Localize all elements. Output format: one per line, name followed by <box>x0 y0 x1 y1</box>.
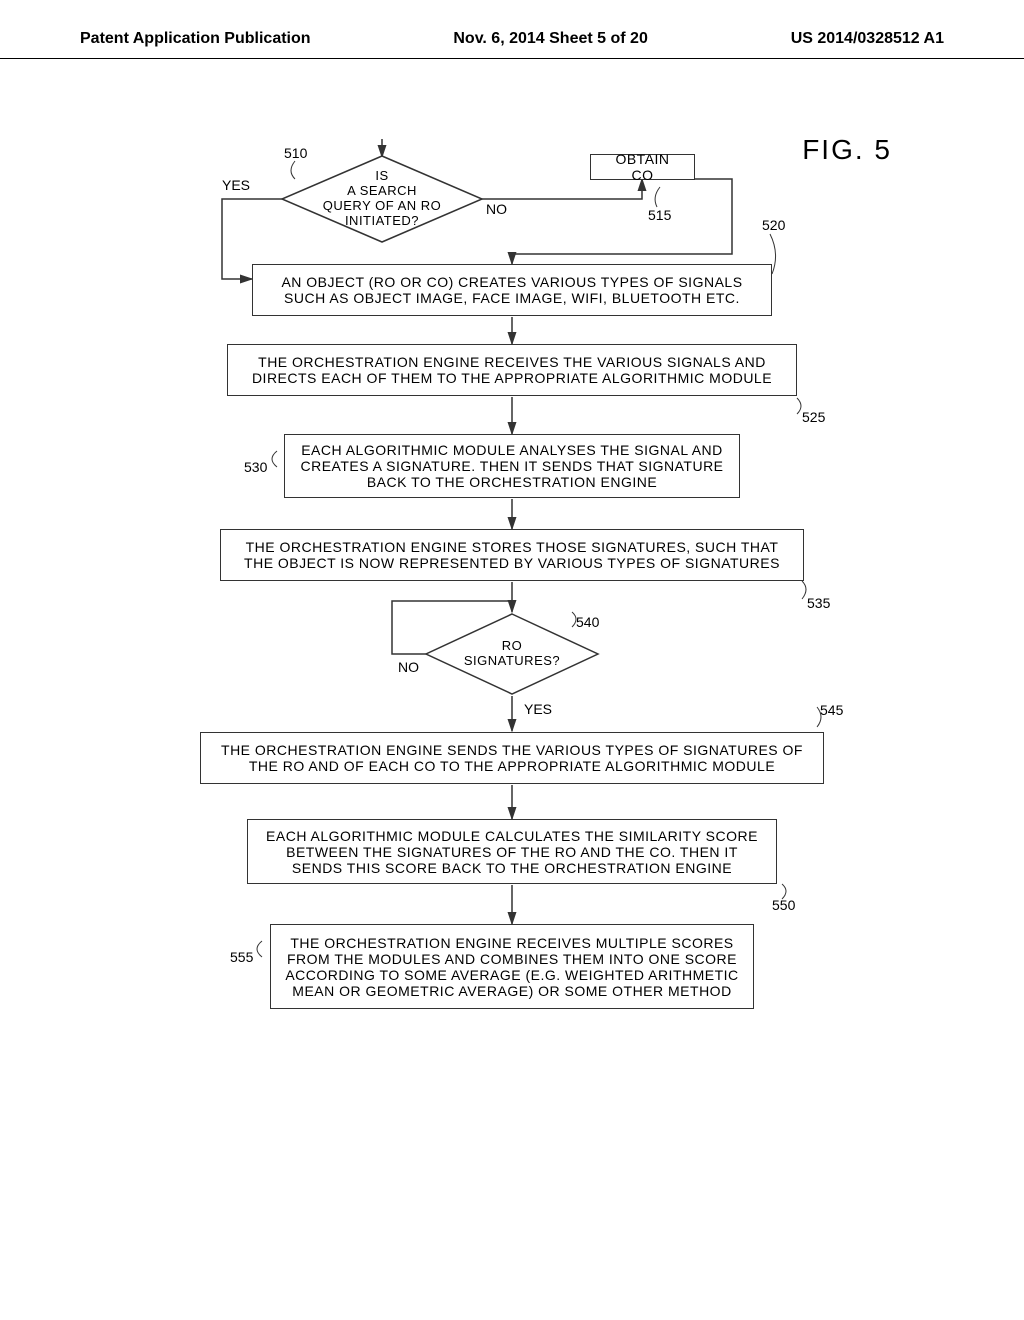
decision1-no-label: NO <box>484 201 509 217</box>
step555-text: THE ORCHESTRATION ENGINE RECEIVES MULTIP… <box>283 935 741 999</box>
decision1-yes-label: YES <box>220 177 252 193</box>
flowchart-diagram: FIG. 5 <box>112 79 912 1179</box>
ref-510: 510 <box>284 145 307 161</box>
ref-550: 550 <box>772 897 795 913</box>
step520-text: AN OBJECT (RO OR CO) CREATES VARIOUS TYP… <box>265 274 759 306</box>
step535-text: THE ORCHESTRATION ENGINE STORES THOSE SI… <box>233 539 791 571</box>
decision1-text: IS A SEARCH QUERY OF AN RO INITIATED? <box>312 169 452 229</box>
box-step-525: THE ORCHESTRATION ENGINE RECEIVES THE VA… <box>227 344 797 396</box>
step550-text: EACH ALGORITHMIC MODULE CALCULATES THE S… <box>260 828 764 876</box>
step525-text: THE ORCHESTRATION ENGINE RECEIVES THE VA… <box>240 354 784 386</box>
decision2-no-label: NO <box>396 659 421 675</box>
header-center: Nov. 6, 2014 Sheet 5 of 20 <box>453 30 647 48</box>
header-left: Patent Application Publication <box>80 30 311 48</box>
decision2-text: RO SIGNATURES? <box>442 639 582 669</box>
page-header: Patent Application Publication Nov. 6, 2… <box>0 0 1024 59</box>
ref-530: 530 <box>244 459 267 475</box>
ref-555: 555 <box>230 949 253 965</box>
box-obtain-co: OBTAIN CO <box>590 154 695 180</box>
step545-text: THE ORCHESTRATION ENGINE SENDS THE VARIO… <box>213 742 811 774</box>
ref-545: 545 <box>820 702 843 718</box>
box-step-535: THE ORCHESTRATION ENGINE STORES THOSE SI… <box>220 529 804 581</box>
ref-520: 520 <box>762 217 785 233</box>
box-step-520: AN OBJECT (RO OR CO) CREATES VARIOUS TYP… <box>252 264 772 316</box>
box-step-550: EACH ALGORITHMIC MODULE CALCULATES THE S… <box>247 819 777 884</box>
header-right: US 2014/0328512 A1 <box>791 30 944 48</box>
box-step-545: THE ORCHESTRATION ENGINE SENDS THE VARIO… <box>200 732 824 784</box>
step530-text: EACH ALGORITHMIC MODULE ANALYSES THE SIG… <box>297 442 727 490</box>
ref-515: 515 <box>648 207 671 223</box>
ref-540: 540 <box>576 614 599 630</box>
decision2-yes-label: YES <box>522 701 554 717</box>
ref-535: 535 <box>807 595 830 611</box>
figure-title: FIG. 5 <box>802 134 892 166</box>
obtain-co-text: OBTAIN CO <box>603 151 682 183</box>
box-step-555: THE ORCHESTRATION ENGINE RECEIVES MULTIP… <box>270 924 754 1009</box>
ref-525: 525 <box>802 409 825 425</box>
box-step-530: EACH ALGORITHMIC MODULE ANALYSES THE SIG… <box>284 434 740 498</box>
